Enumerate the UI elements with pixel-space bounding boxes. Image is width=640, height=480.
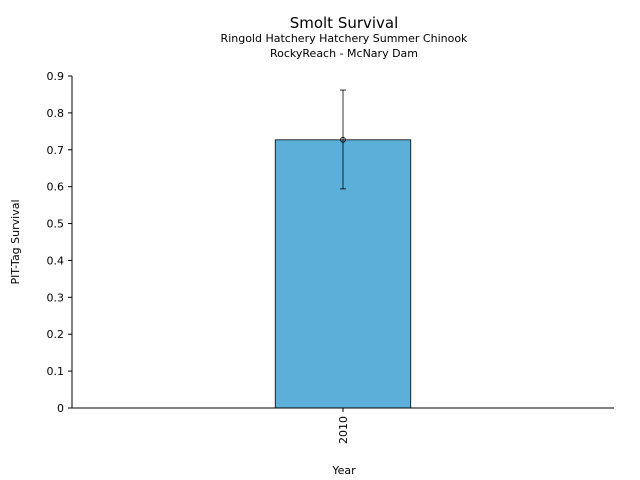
y-tick-label: 0.7 <box>47 144 65 157</box>
y-tick-label: 0.6 <box>47 181 65 194</box>
y-tick-label: 0.2 <box>47 328 65 341</box>
chart-title: Smolt Survival <box>290 14 399 32</box>
x-tick-label: 2010 <box>337 416 350 444</box>
x-axis-label: Year <box>331 464 356 477</box>
point-estimate-marker <box>340 136 346 143</box>
plot-area <box>274 89 412 409</box>
y-tick-label: 0.5 <box>47 218 65 231</box>
y-tick-label: 0.3 <box>47 291 65 304</box>
y-tick-label: 0.4 <box>47 254 65 267</box>
chart-subtitle-line-1: Ringold Hatchery Hatchery Summer Chinook <box>221 32 469 45</box>
y-tick-label: 0.9 <box>47 70 65 83</box>
y-axis-label: PIT-Tag Survival <box>9 199 22 284</box>
y-tick-label: 0.8 <box>47 107 65 120</box>
y-tick-label: 0 <box>57 402 64 415</box>
y-tick-label: 0.1 <box>47 365 65 378</box>
chart-subtitle-line-2: RockyReach - McNary Dam <box>270 47 418 60</box>
